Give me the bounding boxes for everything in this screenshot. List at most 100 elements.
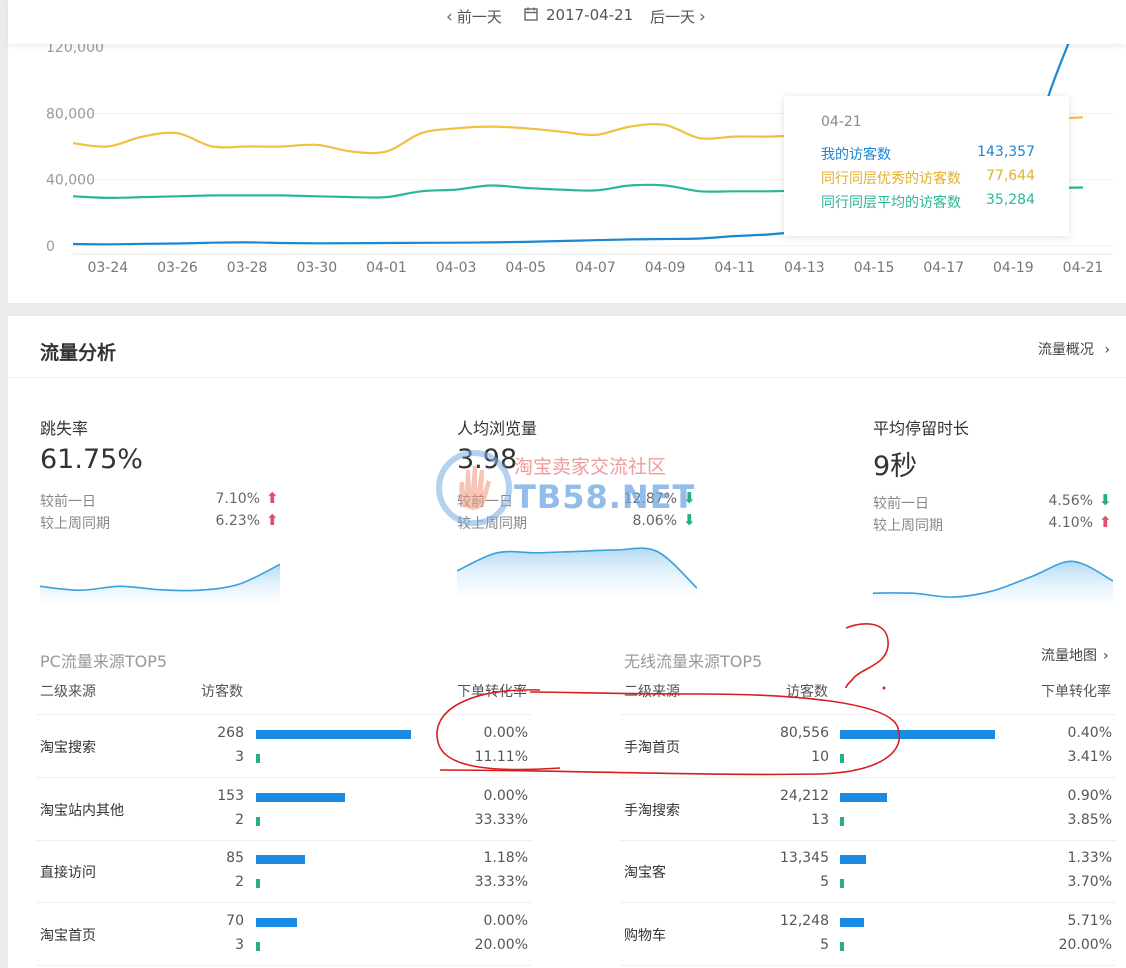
traffic-overview-link[interactable]: 流量概况 › xyxy=(1037,342,1110,358)
order-bar xyxy=(840,754,844,763)
conversion-rate: 0.90% xyxy=(1067,787,1112,804)
x-tick-label: 03-26 xyxy=(157,260,198,276)
order-bar xyxy=(256,754,260,763)
visitor-bar xyxy=(840,917,864,927)
bounce-rate-sparkline xyxy=(40,563,280,603)
table-row[interactable]: 手淘搜索 24,212 13 0.90% 3.85% xyxy=(620,778,1116,841)
chevron-left-icon: ‹ xyxy=(446,7,453,27)
visitor-bar xyxy=(256,917,297,927)
row-divider xyxy=(620,902,1116,903)
table-row[interactable]: 淘宝搜索 268 3 0.00% 11.11% xyxy=(36,715,532,778)
order-count: 5 xyxy=(820,936,829,953)
conversion-rate: 33.33% xyxy=(474,874,528,890)
pc-header-visitors: 访客数 xyxy=(201,684,243,700)
conversion-rate: 33.33% xyxy=(474,811,528,828)
visitor-bar xyxy=(840,855,866,864)
pageviews-sparkline xyxy=(457,547,697,595)
order-bar xyxy=(840,816,844,826)
table-row[interactable]: 淘宝站内其他 153 2 0.00% 33.33% xyxy=(36,778,532,841)
row-divider xyxy=(36,714,532,715)
conversion-rate: 11.11% xyxy=(474,749,528,765)
next-day-button[interactable]: 后一天 › xyxy=(650,7,706,27)
source-name: 淘宝客 xyxy=(624,865,666,881)
visitor-bar xyxy=(256,855,306,864)
arrow-up-icon: ⬆ xyxy=(266,489,279,507)
x-tick-label: 03-30 xyxy=(296,260,337,276)
compare-value: 12.87% xyxy=(623,491,677,507)
visitor-bar xyxy=(256,730,411,739)
pc-header-source: 二级来源 xyxy=(40,684,96,700)
order-count: 10 xyxy=(811,749,829,765)
visitor-count: 153 xyxy=(217,787,244,804)
table-row[interactable]: 淘宝首页 70 3 0.00% 20.00% xyxy=(36,903,532,966)
row-divider xyxy=(620,777,1116,778)
metric-value: 9秒 xyxy=(873,451,918,482)
conversion-rate: 20.00% xyxy=(474,936,528,953)
y-tick-label: 80,000 xyxy=(46,106,95,122)
x-tick-label: 03-28 xyxy=(227,260,268,276)
compare-value: 7.10% xyxy=(215,491,260,507)
source-name: 直接访问 xyxy=(40,865,96,881)
arrow-down-icon: ⬇ xyxy=(683,489,696,507)
visitor-bar xyxy=(256,792,345,802)
conversion-rate: 5.71% xyxy=(1067,912,1112,929)
tooltip-row-excellent: 同行同层优秀的访客数 77,644 xyxy=(821,168,1035,187)
x-tick-label: 04-13 xyxy=(784,260,825,276)
y-tick-label: 0 xyxy=(46,239,55,255)
metric-title: 平均停留时长 xyxy=(873,419,970,438)
x-tick-label: 04-19 xyxy=(993,260,1034,276)
order-bar xyxy=(256,879,260,888)
source-name: 购物车 xyxy=(624,927,666,944)
arrow-down-icon: ⬇ xyxy=(1099,491,1112,509)
source-name: 淘宝站内其他 xyxy=(40,802,124,819)
chevron-right-icon: › xyxy=(699,7,706,27)
table-row[interactable]: 手淘首页 80,556 10 0.40% 3.41% xyxy=(620,715,1116,778)
visitor-count: 24,212 xyxy=(780,787,829,804)
row-divider xyxy=(36,777,532,778)
metric-title: 跳失率 xyxy=(40,419,89,438)
x-tick-label: 04-21 xyxy=(1063,260,1104,276)
order-bar xyxy=(840,941,844,951)
sparkline-area xyxy=(40,564,280,603)
compare-value: 4.56% xyxy=(1048,493,1093,509)
compare-label: 较上周同期 xyxy=(40,516,110,532)
date-picker[interactable]: 2017-04-21 xyxy=(524,6,633,24)
table-row[interactable]: 购物车 12,248 5 5.71% 20.00% xyxy=(620,903,1116,966)
conversion-rate: 3.70% xyxy=(1067,874,1112,890)
mobile-header-source: 二级来源 xyxy=(624,684,680,700)
conversion-rate: 0.40% xyxy=(1067,725,1112,741)
traffic-analysis-panel xyxy=(8,316,1126,968)
row-divider xyxy=(620,839,1116,841)
x-tick-label: 04-03 xyxy=(436,260,477,276)
chevron-right-icon: › xyxy=(1103,648,1109,664)
metric-value: 61.75% xyxy=(40,444,143,475)
compare-value: 4.10% xyxy=(1048,515,1093,531)
order-count: 3 xyxy=(235,749,244,765)
traffic-map-link[interactable]: 流量地图 › xyxy=(1041,648,1109,664)
y-tick-label: 120,000 xyxy=(46,40,104,56)
x-tick-label: 04-15 xyxy=(854,260,895,276)
compare-value: 8.06% xyxy=(632,513,677,529)
conversion-rate: 20.00% xyxy=(1058,936,1112,953)
order-count: 2 xyxy=(235,874,244,890)
source-name: 淘宝首页 xyxy=(40,927,96,944)
order-count: 13 xyxy=(811,811,829,828)
compare-label: 较前一日 xyxy=(40,494,96,510)
prev-day-button[interactable]: ‹ 前一天 xyxy=(446,7,502,27)
y-tick-label: 40,000 xyxy=(46,173,95,189)
row-divider xyxy=(36,839,532,841)
metric-title: 人均浏览量 xyxy=(457,419,538,438)
x-tick-label: 04-09 xyxy=(645,260,686,276)
calendar-icon xyxy=(524,7,538,21)
source-name: 手淘首页 xyxy=(624,740,680,756)
x-tick-label: 04-07 xyxy=(575,260,616,276)
watermark-en-text: TB58.NET xyxy=(514,478,696,516)
row-divider xyxy=(620,964,1116,966)
sparkline-line xyxy=(40,563,280,592)
sparkline-area xyxy=(873,561,1113,605)
visitor-count: 268 xyxy=(217,725,244,741)
section-title: 流量分析 xyxy=(40,342,117,364)
arrow-up-icon: ⬆ xyxy=(1099,513,1112,531)
table-row[interactable]: 直接访问 85 2 1.18% 33.33% xyxy=(36,840,532,903)
table-row[interactable]: 淘宝客 13,345 5 1.33% 3.70% xyxy=(620,840,1116,903)
